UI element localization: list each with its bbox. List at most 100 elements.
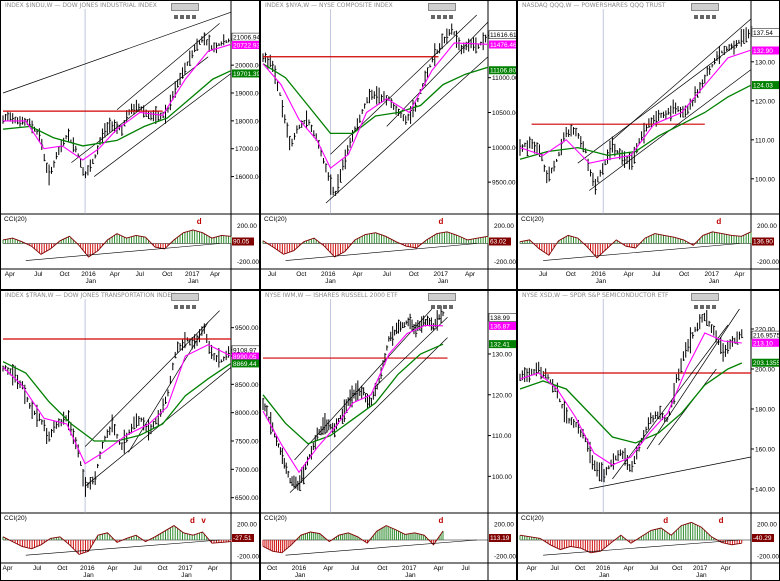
x-tick-label: Apr <box>465 271 476 278</box>
toolbar-button-icon[interactable] <box>700 15 704 19</box>
cci-histogram <box>262 231 489 257</box>
y-tick-label: 120.00 <box>492 392 512 399</box>
divergence-mark: d <box>716 217 721 226</box>
toolbar-button-icon[interactable] <box>449 305 453 309</box>
price-bars <box>2 32 233 186</box>
moving-average-short <box>519 332 742 466</box>
toolbar-button-icon[interactable] <box>431 15 435 19</box>
trend-line <box>294 308 433 461</box>
price-label-box <box>488 30 516 39</box>
x-tick-label: Jul <box>34 271 43 278</box>
toolbar-button-icon[interactable] <box>174 15 178 19</box>
x-tick-label: Jan <box>86 278 97 285</box>
chart-toolbar[interactable] <box>171 3 199 19</box>
x-tick-label: 2016 <box>81 271 96 278</box>
x-tick-label: Jan <box>596 278 607 285</box>
price-label-box <box>232 41 259 50</box>
chart-toolbar[interactable] <box>428 3 456 19</box>
x-tick-label: Jul <box>652 271 661 278</box>
y-tick-label: 19000.00 <box>235 91 260 98</box>
toolbar-button-icon[interactable] <box>694 305 698 309</box>
x-tick-label: Apr <box>624 565 635 572</box>
divergence-mark: v <box>201 516 206 525</box>
chart-svg-xsd: 220.00 200.00 180.00 160.00 140.00 216.957521… <box>518 291 779 580</box>
cci-name: CCI(20) <box>521 515 544 522</box>
toolbar-button-icon[interactable] <box>192 305 196 309</box>
x-tick-label: Oct <box>59 271 69 278</box>
trend-line <box>325 56 489 204</box>
y-tick-label: 100.00 <box>492 474 512 481</box>
toolbar-button-icon[interactable] <box>443 305 447 309</box>
chart-panel-qqq: 130.00 120.00 110.00 100.00 137.54 132.90 124.… <box>517 0 780 290</box>
chart-title: NYSE IWM,W — ISHARES RUSSELL 2000 ETF <box>265 292 398 299</box>
x-tick-label: Apr <box>110 271 121 278</box>
toolbar-button-icon[interactable] <box>186 305 190 309</box>
chart-svg-nya: 11000.00 10500.00 10000.00 9500.00 11616.61 1… <box>261 1 517 289</box>
cci-name: CCI(20) <box>264 216 287 223</box>
cci-value-label: -27.51 <box>233 535 252 542</box>
divergence-mark: d <box>190 516 195 525</box>
toolbar-button-icon[interactable] <box>180 305 184 309</box>
price-bars <box>519 22 753 195</box>
cci-trend-line <box>285 243 477 261</box>
toolbar-button-icon[interactable] <box>186 15 190 19</box>
toolbar-button-icon[interactable] <box>712 15 716 19</box>
x-tick-label: Oct <box>267 565 277 572</box>
cci-tick-label: 200.00 <box>757 223 777 230</box>
toolbar-button-icon[interactable] <box>449 15 453 19</box>
x-tick-label: Jan <box>181 572 192 579</box>
x-tick-label: Apr <box>5 271 16 278</box>
toolbar-button-icon[interactable] <box>180 15 184 19</box>
moving-average-long <box>519 84 752 160</box>
price-label-box <box>752 358 779 367</box>
cci-histogram <box>262 525 444 553</box>
y-tick-label: 130.00 <box>492 351 512 358</box>
x-tick-label: Jul <box>136 271 145 278</box>
y-tick-label: 130.00 <box>755 59 775 66</box>
price-label: 124.03 <box>753 83 773 90</box>
x-tick-label: Jul <box>461 565 470 572</box>
moving-average-long <box>519 362 743 444</box>
y-tick-label: 110.00 <box>492 433 512 440</box>
x-tick-label: 2016 <box>596 565 611 572</box>
y-tick-label: 8500.00 <box>235 382 259 389</box>
cci-trend-line <box>543 243 740 261</box>
toolbar-button-icon[interactable] <box>706 305 710 309</box>
cci-tick-label: 200.00 <box>237 522 257 529</box>
chart-toolbar[interactable] <box>691 3 719 19</box>
y-tick-label: 9500.00 <box>235 325 259 332</box>
trend-line <box>71 56 209 163</box>
chart-title: NYSE XSD,W — SPDR S&P SEMICONDUCTOR ETF <box>522 292 669 299</box>
toolbar-button-icon[interactable] <box>694 15 698 19</box>
price-axis-bg <box>488 291 516 580</box>
cci-value-label: 90.05 <box>233 239 250 246</box>
cci-tick-label: -200.00 <box>757 259 779 266</box>
toolbar-button-icon[interactable] <box>174 305 178 309</box>
price-axis-bg <box>231 291 259 580</box>
price-label: 11106.807 <box>490 68 517 75</box>
chart-panel-xsd: 220.00 200.00 180.00 160.00 140.00 216.9575 21… <box>517 290 780 581</box>
x-tick-label: Apr <box>526 565 537 572</box>
toolbar-button-icon[interactable] <box>706 15 710 19</box>
price-label: 20722.93 <box>233 43 260 50</box>
chart-toolbar[interactable] <box>428 293 456 309</box>
chart-toolbar[interactable] <box>171 293 199 309</box>
toolbar-button-icon[interactable] <box>700 305 704 309</box>
cci-histogram <box>519 231 752 258</box>
price-label-box <box>488 313 516 322</box>
toolbar-button-icon[interactable] <box>437 15 441 19</box>
x-tick-label: Oct <box>575 565 585 572</box>
toolbar-button-icon[interactable] <box>431 305 435 309</box>
chart-toolbar[interactable] <box>691 293 719 309</box>
toolbar-button-icon[interactable] <box>443 15 447 19</box>
x-tick-label: Oct <box>377 565 387 572</box>
cci-trend-line <box>285 539 477 556</box>
y-tick-label: 220.00 <box>755 327 775 334</box>
x-tick-label: Jan <box>295 572 306 579</box>
x-tick-label: Apr <box>433 565 444 572</box>
toolbar-button-icon[interactable] <box>437 305 441 309</box>
price-label: 19701.39 <box>233 71 260 78</box>
toolbar-button-icon[interactable] <box>192 15 196 19</box>
toolbar-button-icon[interactable] <box>712 305 716 309</box>
